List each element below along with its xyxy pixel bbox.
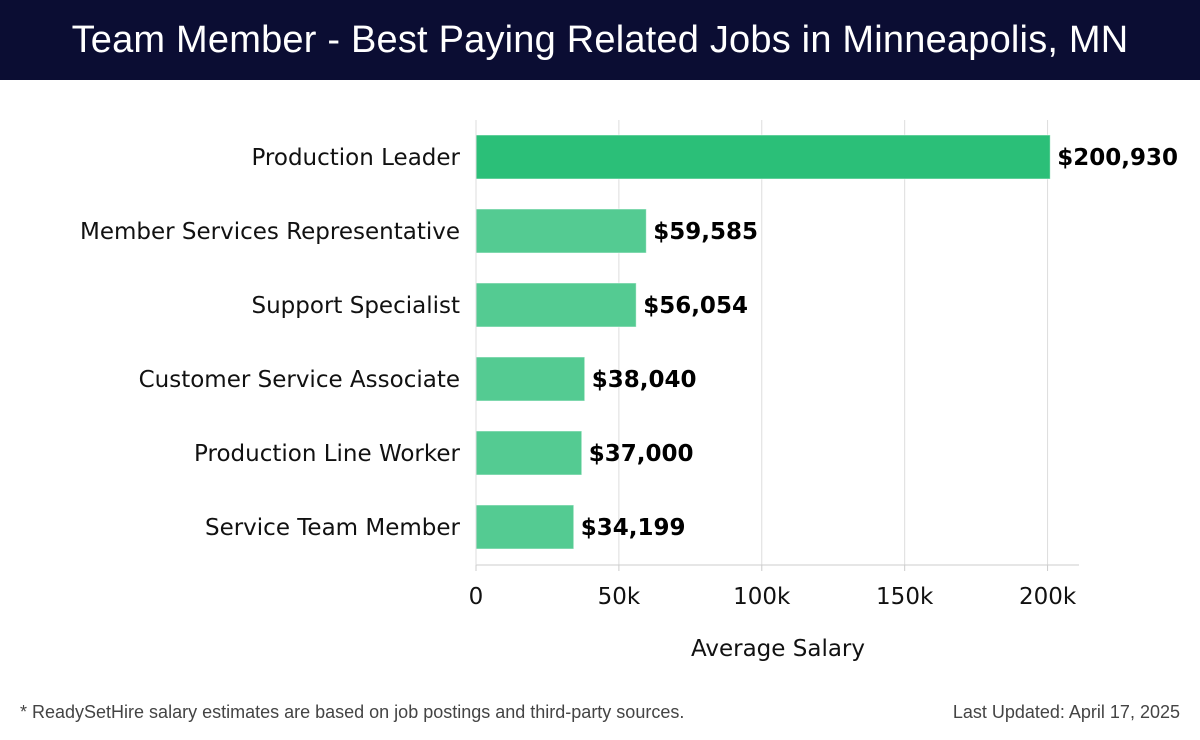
category-label-3: Customer Service Associate xyxy=(139,367,460,393)
category-label-4: Production Line Worker xyxy=(194,441,460,467)
page-title: Team Member - Best Paying Related Jobs i… xyxy=(71,18,1129,61)
value-label-1: $59,585 xyxy=(653,219,758,245)
bar-0 xyxy=(475,134,1051,180)
x-tick-label-0: 0 xyxy=(469,584,484,610)
value-label-2: $56,054 xyxy=(643,293,748,319)
category-label-0: Production Leader xyxy=(251,145,460,171)
value-label-0: $200,930 xyxy=(1057,145,1178,171)
x-tick-label-1: 50k xyxy=(598,584,641,610)
x-tick-label-3: 150k xyxy=(876,584,934,610)
category-label-5: Service Team Member xyxy=(205,515,461,541)
bar-3 xyxy=(475,356,586,402)
last-updated: Last Updated: April 17, 2025 xyxy=(952,702,1180,722)
category-label-1: Member Services Representative xyxy=(80,219,460,245)
salary-bar-chart: Production Leader Member Services Represe… xyxy=(80,120,1178,662)
header-banner: Team Member - Best Paying Related Jobs i… xyxy=(0,0,1200,80)
bar-1 xyxy=(475,208,647,254)
category-label-2: Support Specialist xyxy=(252,293,461,319)
value-label-3: $38,040 xyxy=(592,367,697,393)
footnote: * ReadySetHire salary estimates are base… xyxy=(20,702,685,722)
x-tick-label-4: 200k xyxy=(1019,584,1077,610)
bar-5 xyxy=(475,504,575,550)
bar-2 xyxy=(475,282,637,328)
x-axis-title: Average Salary xyxy=(691,636,865,662)
x-tick-label-2: 100k xyxy=(733,584,791,610)
value-label-4: $37,000 xyxy=(589,441,694,467)
value-label-5: $34,199 xyxy=(581,515,686,541)
bar-4 xyxy=(475,430,583,476)
